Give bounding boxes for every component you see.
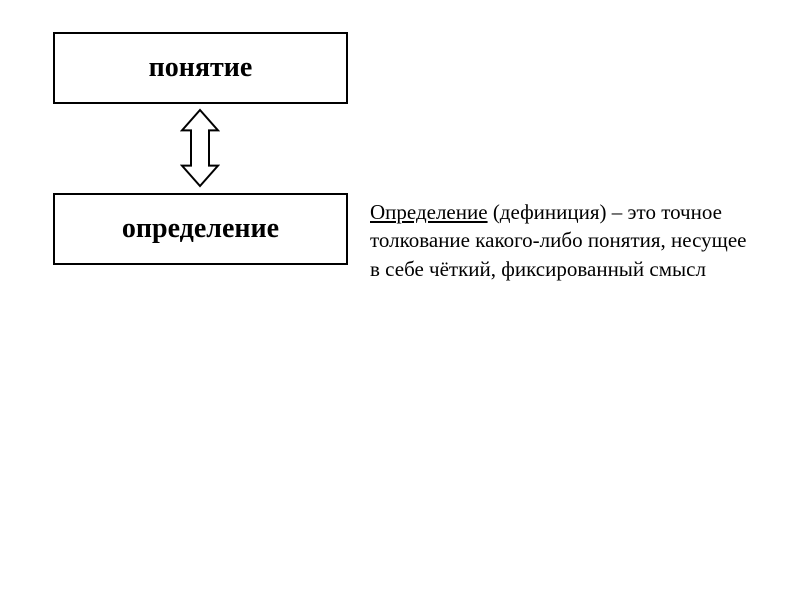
concept-box-2-label: определение: [122, 213, 279, 245]
definition-term: Определение: [370, 200, 488, 224]
concept-box-1-label: понятие: [149, 52, 253, 84]
definition-paren: (дефиниция) –: [488, 200, 628, 224]
bidirectional-arrow-icon: [180, 108, 220, 188]
definition-text: Определение (дефиниция) – это точное тол…: [370, 198, 750, 283]
concept-box-1: понятие: [53, 32, 348, 104]
concept-box-2: определение: [53, 193, 348, 265]
